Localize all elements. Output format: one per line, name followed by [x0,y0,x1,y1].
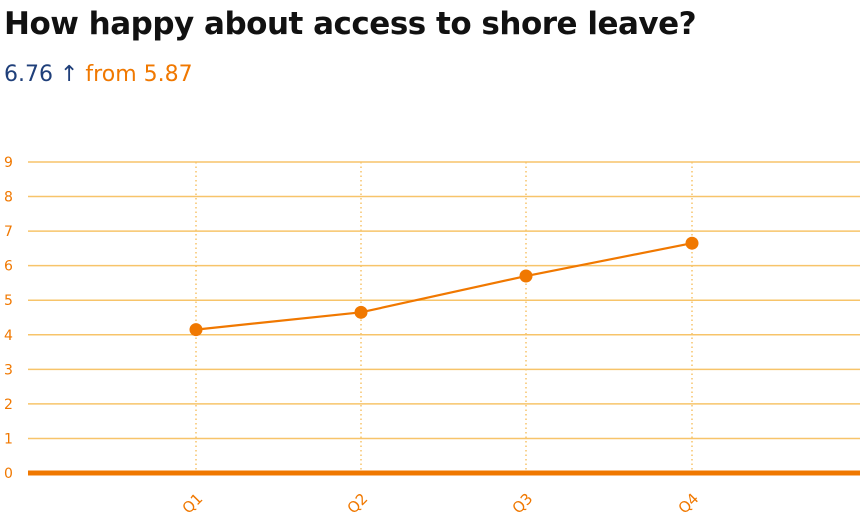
chart-title: How happy about access to shore leave? [4,6,697,42]
x-tick-label: Q3 [509,490,537,518]
chart-subtitle: 6.76 ↑ from 5.87 [4,62,193,87]
previous-value: from 5.87 [85,62,193,87]
y-tick-label: 6 [4,259,13,275]
x-tick-label: Q1 [179,490,207,518]
y-tick-label: 9 [4,155,13,171]
data-point [189,323,203,337]
y-tick-label: 2 [4,397,13,413]
data-point [685,236,699,250]
y-tick-label: 8 [4,190,13,206]
current-value: 6.76 [4,62,53,87]
x-tick-label: Q4 [675,490,703,518]
y-tick-label: 0 [4,466,13,482]
up-arrow-icon: ↑ [59,62,79,87]
x-tick-label: Q2 [344,490,372,518]
series-line [195,242,693,331]
data-point [354,305,368,319]
y-tick-label: 1 [4,431,13,447]
y-tick-label: 5 [4,293,13,309]
y-tick-label: 7 [4,224,13,240]
data-point [519,269,533,283]
y-tick-label: 3 [4,362,13,378]
y-tick-label: 4 [4,328,13,344]
